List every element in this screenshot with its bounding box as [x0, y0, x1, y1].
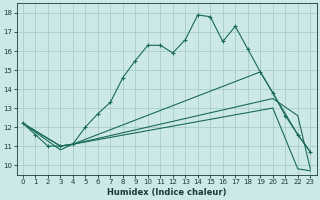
X-axis label: Humidex (Indice chaleur): Humidex (Indice chaleur) [107, 188, 226, 197]
